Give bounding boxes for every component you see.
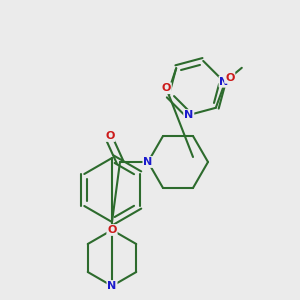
Text: N: N [107,281,117,291]
Text: O: O [105,131,115,141]
Text: O: O [225,73,235,83]
Text: N: N [219,77,229,87]
Text: N: N [184,110,194,120]
Text: O: O [107,225,117,235]
Text: N: N [143,157,153,167]
Text: O: O [161,83,171,93]
